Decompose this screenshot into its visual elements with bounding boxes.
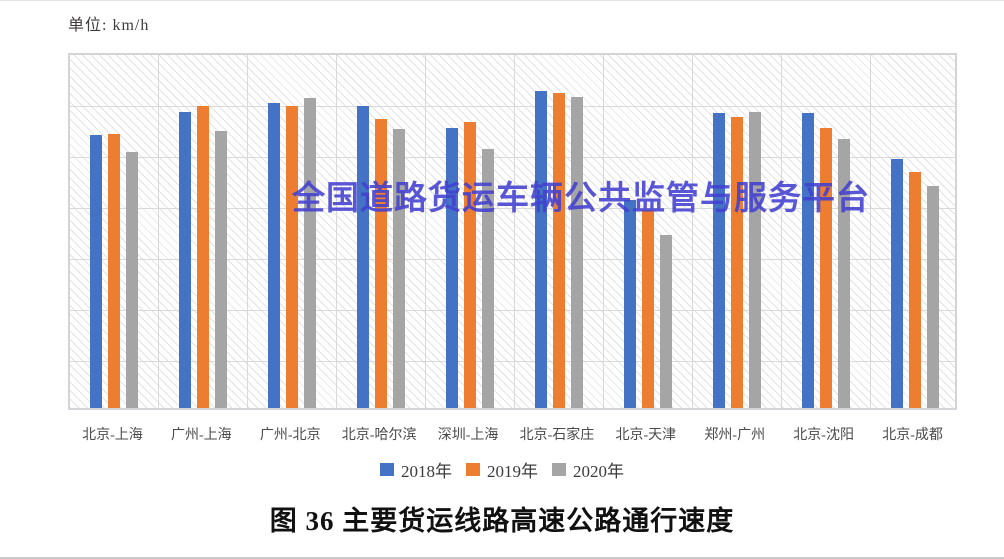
bar-2019年-深圳-上海 bbox=[464, 122, 477, 408]
x-tick-label: 深圳-上海 bbox=[437, 428, 499, 443]
x-tick-label: 广州-上海 bbox=[171, 428, 232, 443]
vertical-gridline bbox=[247, 55, 249, 408]
bar-2020年-深圳-上海 bbox=[482, 149, 495, 408]
legend-label: 2018年 bbox=[401, 462, 452, 481]
legend-item-2020年: 2020年 bbox=[552, 457, 624, 482]
vertical-gridline bbox=[602, 55, 604, 408]
bar-2020年-北京-石家庄 bbox=[570, 96, 583, 408]
bar-2020年-郑州-广州 bbox=[748, 112, 761, 408]
vertical-gridline bbox=[336, 55, 338, 408]
x-tick-label: 北京-沈阳 bbox=[793, 428, 854, 443]
bar-2018年-北京-上海 bbox=[90, 135, 103, 408]
bar-2019年-北京-石家庄 bbox=[552, 93, 565, 408]
vertical-gridline bbox=[158, 55, 160, 408]
horizontal-gridline bbox=[70, 360, 955, 362]
bar-2018年-北京-哈尔滨 bbox=[357, 105, 370, 408]
bar-2020年-北京-天津 bbox=[659, 234, 672, 408]
bar-2018年-郑州-广州 bbox=[712, 113, 725, 408]
legend-item-2018年: 2018年 bbox=[380, 457, 452, 482]
bar-2019年-北京-哈尔滨 bbox=[375, 118, 388, 408]
legend-swatch-icon bbox=[380, 463, 394, 476]
x-tick-label: 北京-上海 bbox=[82, 428, 143, 443]
vertical-gridline bbox=[514, 55, 515, 408]
vertical-gridline bbox=[425, 55, 427, 408]
unit-label: 单位: km/h bbox=[68, 17, 150, 34]
legend-item-2019年: 2019年 bbox=[466, 457, 538, 482]
horizontal-gridline bbox=[70, 309, 955, 311]
bar-2019年-北京-沈阳 bbox=[819, 127, 832, 408]
bar-2018年-广州-北京 bbox=[268, 103, 281, 408]
bar-chart-plot-area bbox=[68, 53, 957, 410]
bar-2020年-广州-北京 bbox=[304, 98, 317, 408]
x-tick-label: 北京-成都 bbox=[882, 428, 943, 443]
bar-2018年-广州-上海 bbox=[179, 112, 192, 408]
bar-2019年-北京-成都 bbox=[908, 172, 921, 408]
vertical-gridline bbox=[780, 55, 782, 408]
bar-2020年-广州-上海 bbox=[215, 131, 228, 408]
bar-2019年-广州-上海 bbox=[197, 105, 210, 408]
bar-2019年-北京-上海 bbox=[108, 133, 121, 408]
bar-2019年-郑州-广州 bbox=[730, 117, 743, 408]
x-tick-label: 北京-哈尔滨 bbox=[341, 428, 417, 443]
vertical-gridline bbox=[691, 55, 693, 408]
bar-2018年-北京-成都 bbox=[890, 159, 903, 408]
bar-2020年-北京-沈阳 bbox=[837, 138, 850, 408]
legend-swatch-icon bbox=[552, 463, 566, 476]
bar-2018年-北京-天津 bbox=[623, 200, 636, 408]
bar-2019年-北京-天津 bbox=[641, 210, 654, 408]
vertical-gridline bbox=[869, 55, 871, 408]
bar-2020年-北京-哈尔滨 bbox=[393, 128, 406, 408]
chart-legend: 2018年 2019年 2020年 bbox=[0, 457, 1004, 482]
bar-2018年-深圳-上海 bbox=[446, 127, 459, 408]
x-tick-label: 北京-石家庄 bbox=[519, 428, 595, 443]
horizontal-gridline bbox=[70, 207, 955, 209]
bar-2018年-北京-沈阳 bbox=[801, 113, 814, 408]
x-tick-label: 广州-北京 bbox=[259, 428, 321, 443]
x-tick-label: 郑州-广州 bbox=[704, 428, 766, 443]
legend-label: 2020年 bbox=[573, 462, 624, 481]
bar-2020年-北京-上海 bbox=[126, 151, 139, 408]
legend-swatch-icon bbox=[466, 463, 480, 476]
x-tick-label: 北京-天津 bbox=[615, 428, 677, 443]
horizontal-gridline bbox=[70, 258, 955, 260]
bar-2020年-北京-成都 bbox=[926, 186, 939, 408]
horizontal-gridline bbox=[70, 156, 955, 158]
legend-label: 2019年 bbox=[487, 462, 538, 481]
horizontal-gridline bbox=[70, 105, 955, 107]
bar-2019年-广州-北京 bbox=[286, 105, 299, 408]
bar-2018年-北京-石家庄 bbox=[534, 90, 547, 408]
figure-caption: 图 36 主要货运线路高速公路通行速度 bbox=[269, 506, 735, 536]
